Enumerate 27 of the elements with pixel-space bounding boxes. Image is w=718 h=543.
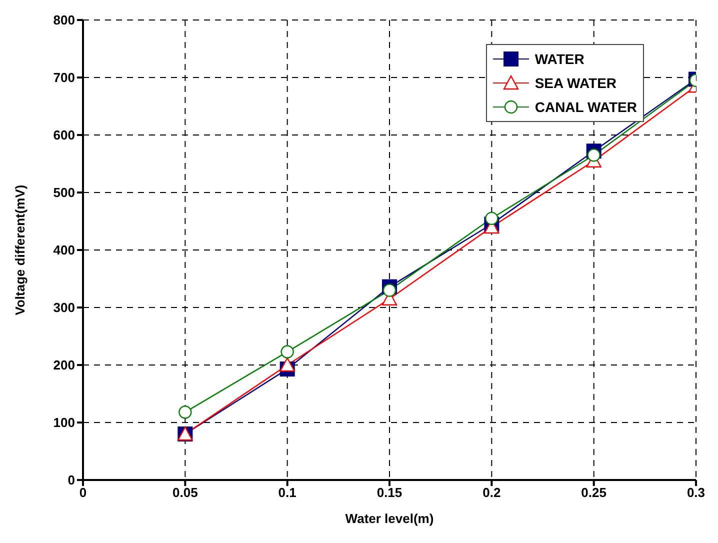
y-tick-label: 200: [53, 358, 75, 373]
x-tick-label: 0: [79, 485, 87, 500]
point: [485, 212, 498, 225]
point: [280, 357, 295, 372]
x-tick-label: 0.1: [278, 485, 296, 500]
legend-label: CANAL WATER: [534, 99, 637, 115]
x-tick-label: 0.25: [581, 485, 606, 500]
legend-label: WATER: [534, 51, 584, 67]
y-tick-label: 600: [53, 128, 75, 143]
point: [178, 406, 192, 419]
point: [382, 284, 396, 297]
y-tick-label: 100: [53, 415, 75, 430]
y-tick-label: 700: [53, 70, 75, 86]
point: [587, 148, 600, 162]
legend-label: SEA WATER: [534, 75, 617, 91]
x-tick-label: 0.2: [482, 485, 501, 500]
x-tick-label: 0.15: [376, 485, 402, 500]
y-tick-label: 500: [53, 185, 75, 200]
y-tick-label: 800: [53, 12, 75, 28]
y-axis-title: Voltage different(mV): [12, 184, 28, 316]
x-tick-label: 0.05: [172, 485, 198, 500]
y-tick-label: 300: [53, 300, 75, 316]
point: [280, 345, 294, 358]
x-axis-title: Water level(m): [345, 511, 434, 526]
y-tick-label: 0: [68, 472, 75, 488]
y-tick-label: 400: [53, 242, 75, 258]
x-tick-label: 0.3: [686, 485, 706, 500]
